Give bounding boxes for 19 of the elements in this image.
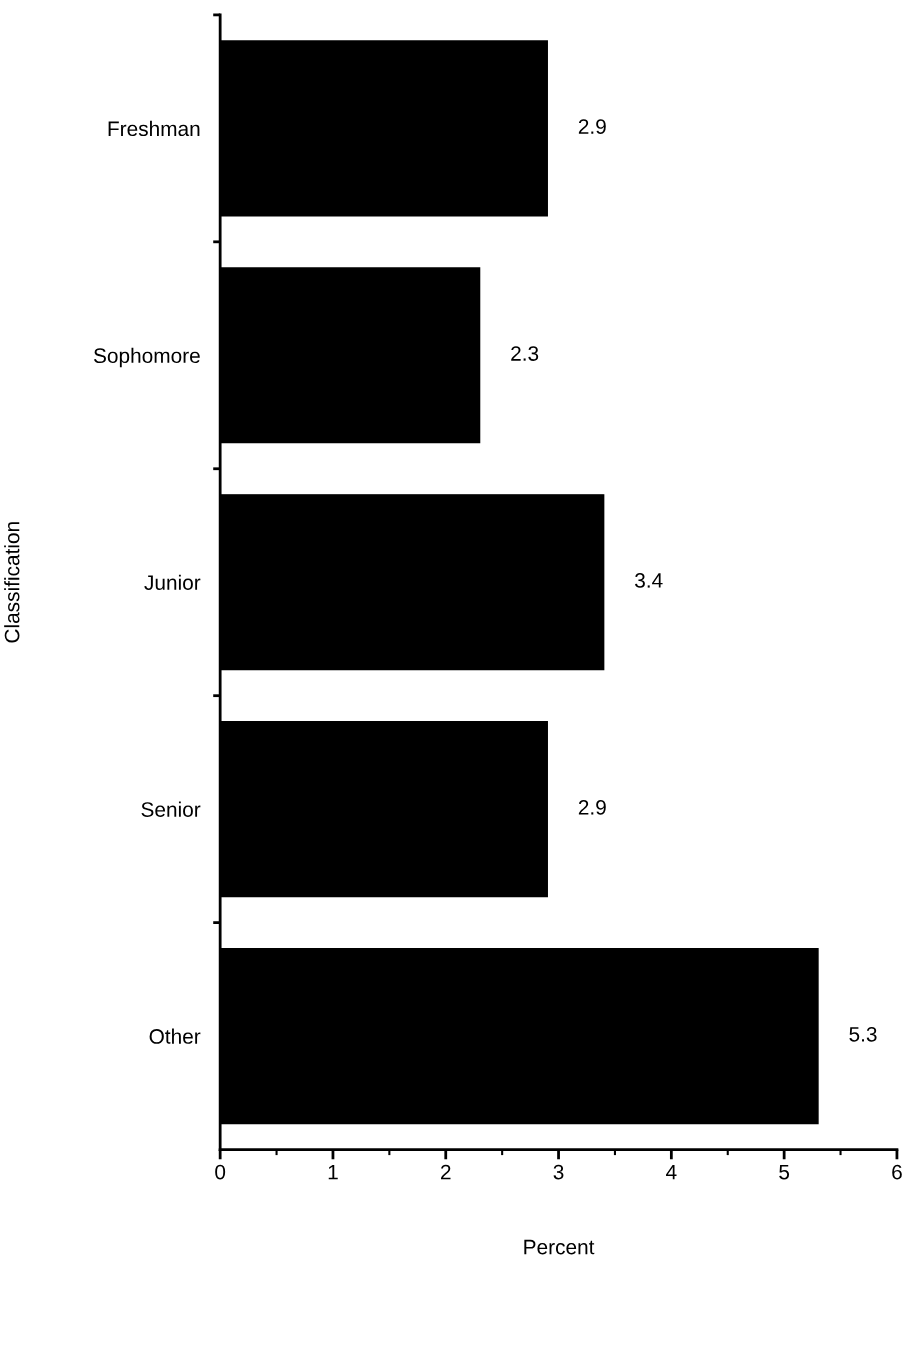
x-tick-label: 1 [328, 1164, 338, 1180]
y-tick-label: Other [149, 1028, 201, 1044]
data-label: 3.4 [635, 573, 663, 588]
x-tick-label: 3 [553, 1164, 564, 1180]
y-tick-label: Freshman [108, 120, 200, 137]
x-tick-label: 6 [892, 1164, 902, 1180]
x-tick-label: 4 [666, 1164, 677, 1180]
data-label: 2.9 [578, 799, 606, 815]
data-label: 2.3 [511, 346, 539, 361]
data-label: 2.9 [578, 119, 606, 134]
x-tick-label: 2 [441, 1164, 451, 1180]
data-label: 5.3 [849, 1026, 877, 1042]
x-tick-label: 0 [215, 1164, 226, 1180]
y-tick-label: Senior [141, 801, 201, 817]
y-tick-label: Sophomore [93, 347, 200, 368]
x-axis-title: Percent [524, 1239, 595, 1255]
y-axis-title: Classification [4, 522, 20, 643]
y-tick-label: Junior [144, 574, 201, 590]
x-tick-label: 5 [779, 1164, 790, 1180]
